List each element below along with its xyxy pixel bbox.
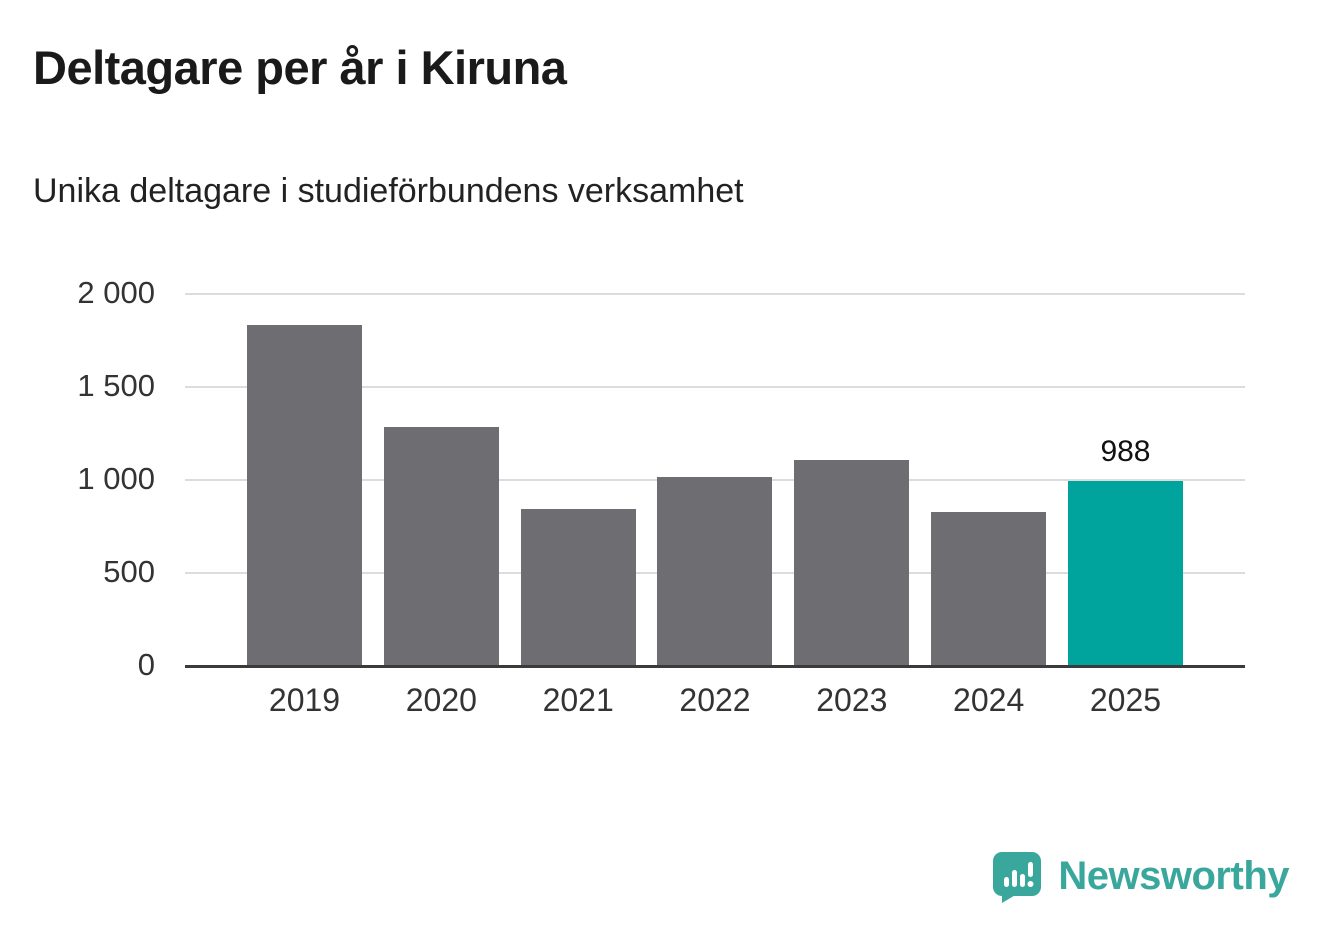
bar-2024 (931, 511, 1047, 665)
y-tick-label: 500 (103, 554, 155, 589)
y-tick-label: 0 (137, 647, 155, 682)
newsworthy-logo-icon (993, 852, 1042, 903)
y-tick-label: 2 000 (77, 275, 155, 310)
bar-2025 (1067, 481, 1183, 665)
x-tick-label: 2020 (405, 682, 477, 718)
bar-2019 (247, 324, 362, 665)
bar-2022 (657, 477, 773, 665)
chart-subtitle: Unika deltagare i studieförbundens verks… (33, 172, 744, 210)
bar-column-2020 (383, 426, 499, 665)
x-tick-label: 2024 (953, 682, 1025, 718)
bar-2020 (383, 426, 499, 665)
y-tick-label: 1 000 (77, 461, 155, 496)
plot-area: 988 (185, 293, 1245, 668)
gridline (185, 293, 1245, 295)
x-tick-label: 2025 (1089, 682, 1162, 718)
y-tick-label: 1 500 (77, 368, 155, 403)
bar-2021 (520, 508, 636, 665)
x-tick-label: 2022 (679, 682, 751, 718)
bar-column-2023 (794, 460, 910, 665)
bar-column-2021 (520, 508, 636, 665)
newsworthy-logo-text: Newsworthy (1058, 853, 1289, 898)
bar-value-label: 988 (1100, 435, 1151, 469)
y-axis: 0 500 1 000 1 500 2 000 (0, 275, 170, 682)
bar-column-2022 (657, 477, 773, 665)
x-axis-labels: 2019 2020 2021 2022 2023 2024 2025 (185, 682, 1245, 719)
bar-2023 (794, 460, 910, 665)
bar-column-2019 (247, 324, 362, 665)
x-tick-label: 2021 (542, 682, 614, 718)
x-tick-label: 2019 (268, 682, 341, 718)
x-tick-label: 2023 (816, 682, 888, 718)
bar-column-2025: 988 (1067, 435, 1183, 665)
branding: Newsworthy (990, 849, 1289, 903)
chart-title: Deltagare per år i Kiruna (33, 41, 567, 94)
bar-column-2024 (931, 511, 1047, 665)
bars-container: 988 (185, 293, 1245, 665)
gridline (185, 386, 1245, 388)
